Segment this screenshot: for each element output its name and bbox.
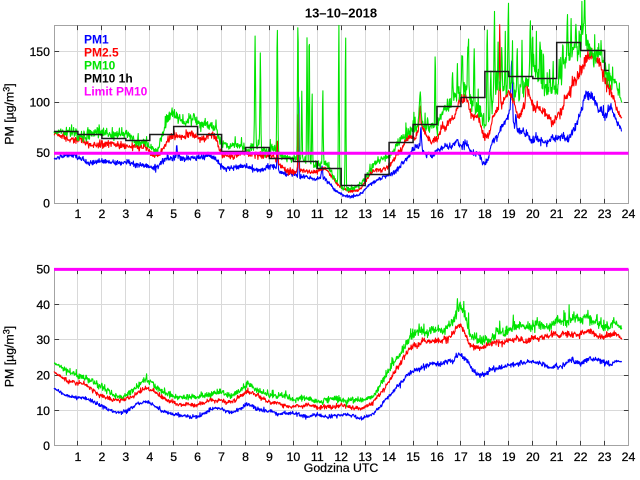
- svg-text:4: 4: [146, 207, 153, 221]
- svg-text:10: 10: [36, 404, 50, 418]
- svg-text:8: 8: [242, 207, 249, 221]
- svg-text:24: 24: [622, 450, 636, 464]
- svg-text:23: 23: [598, 207, 612, 221]
- svg-text:15: 15: [406, 207, 420, 221]
- svg-text:1: 1: [74, 450, 81, 464]
- svg-text:0: 0: [43, 196, 50, 210]
- svg-text:1: 1: [74, 207, 81, 221]
- svg-text:5: 5: [170, 207, 177, 221]
- svg-text:PM1: PM1: [84, 33, 109, 47]
- svg-text:PM2.5: PM2.5: [84, 46, 119, 60]
- svg-text:50: 50: [36, 146, 50, 160]
- svg-text:8: 8: [242, 450, 249, 464]
- svg-text:24: 24: [622, 207, 636, 221]
- svg-text:20: 20: [526, 450, 540, 464]
- svg-text:11: 11: [311, 207, 324, 221]
- svg-text:2: 2: [98, 207, 105, 221]
- svg-text:13: 13: [358, 207, 372, 221]
- svg-text:11: 11: [311, 450, 324, 464]
- svg-text:16: 16: [430, 450, 444, 464]
- svg-text:20: 20: [526, 207, 540, 221]
- svg-text:2: 2: [98, 450, 105, 464]
- svg-text:PM [µg/m3]: PM [µg/m3]: [2, 83, 17, 144]
- svg-text:6: 6: [194, 207, 201, 221]
- svg-text:18: 18: [478, 450, 492, 464]
- svg-text:15: 15: [406, 450, 420, 464]
- svg-text:6: 6: [194, 450, 201, 464]
- svg-text:22: 22: [574, 450, 588, 464]
- svg-text:Limit PM10: Limit PM10: [84, 85, 148, 99]
- svg-text:17: 17: [454, 450, 468, 464]
- svg-text:100: 100: [29, 95, 50, 109]
- svg-text:3: 3: [122, 450, 129, 464]
- svg-text:150: 150: [29, 45, 50, 59]
- svg-text:12: 12: [334, 450, 348, 464]
- svg-text:40: 40: [36, 298, 50, 312]
- svg-text:PM10 1h: PM10 1h: [84, 72, 133, 86]
- svg-text:PM10: PM10: [84, 59, 116, 73]
- svg-text:Godzina UTC: Godzina UTC: [304, 461, 379, 475]
- svg-text:16: 16: [430, 207, 444, 221]
- svg-text:50: 50: [36, 263, 50, 277]
- svg-text:0: 0: [43, 439, 50, 453]
- svg-text:3: 3: [122, 207, 129, 221]
- svg-text:19: 19: [502, 450, 516, 464]
- svg-text:20: 20: [36, 369, 50, 383]
- svg-text:14: 14: [382, 207, 396, 221]
- svg-text:21: 21: [550, 207, 564, 221]
- svg-text:9: 9: [266, 207, 273, 221]
- svg-text:19: 19: [502, 207, 516, 221]
- svg-text:12: 12: [334, 207, 348, 221]
- svg-text:10: 10: [287, 207, 301, 221]
- svg-text:4: 4: [146, 450, 153, 464]
- svg-text:17: 17: [454, 207, 468, 221]
- svg-text:10: 10: [287, 450, 301, 464]
- svg-text:21: 21: [550, 450, 564, 464]
- svg-text:7: 7: [218, 207, 225, 221]
- svg-text:30: 30: [36, 333, 50, 347]
- svg-text:PM [µg/m3]: PM [µg/m3]: [2, 326, 17, 387]
- svg-text:7: 7: [218, 450, 225, 464]
- svg-text:23: 23: [598, 450, 612, 464]
- svg-text:13–10–2018: 13–10–2018: [305, 6, 377, 21]
- svg-text:14: 14: [382, 450, 396, 464]
- svg-text:5: 5: [170, 450, 177, 464]
- svg-text:22: 22: [574, 207, 588, 221]
- svg-text:9: 9: [266, 450, 273, 464]
- svg-text:13: 13: [358, 450, 372, 464]
- svg-text:18: 18: [478, 207, 492, 221]
